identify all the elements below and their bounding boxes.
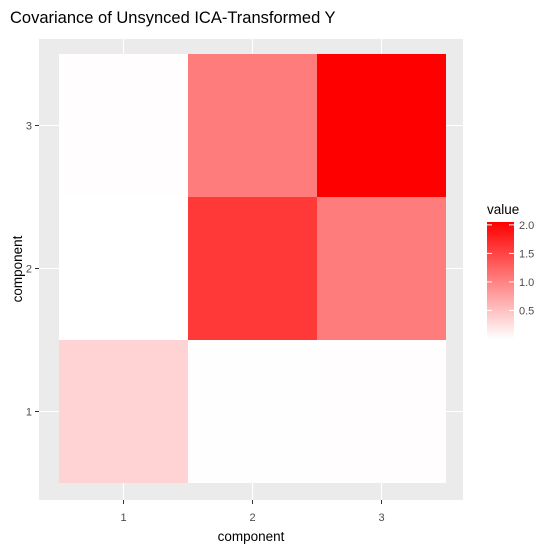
y-tick-label: 3 bbox=[26, 121, 32, 133]
heatmap-cell-3-3 bbox=[317, 54, 446, 197]
y-axis: 1 2 3 bbox=[26, 121, 39, 419]
legend-tick-label: 2.0 bbox=[519, 220, 534, 232]
legend-title: value bbox=[487, 202, 519, 217]
heatmap-cell-2-3 bbox=[188, 54, 317, 197]
heatmap-cells bbox=[59, 54, 446, 483]
chart-title: Covariance of Unsynced ICA-Transformed Y bbox=[10, 9, 336, 27]
legend: value 0.5 1.0 1.5 2.0 bbox=[487, 202, 534, 339]
legend-tick-label: 0.5 bbox=[519, 305, 534, 317]
y-axis-title: component bbox=[10, 235, 25, 302]
legend-tick-label: 1.5 bbox=[519, 248, 534, 260]
heatmap-cell-3-2 bbox=[317, 197, 446, 340]
x-tick-label: 1 bbox=[120, 512, 126, 524]
y-tick-label: 1 bbox=[26, 407, 32, 419]
y-tick-label: 2 bbox=[26, 264, 32, 276]
x-axis: 1 2 3 bbox=[120, 500, 385, 524]
legend-tick-label: 1.0 bbox=[519, 277, 534, 289]
heatmap-cell-1-1 bbox=[59, 340, 188, 483]
heatmap-cell-1-2 bbox=[59, 197, 188, 340]
heatmap-cell-2-2 bbox=[188, 197, 317, 340]
heatmap-cell-1-3 bbox=[59, 54, 188, 197]
legend-colorbar bbox=[487, 222, 514, 339]
x-tick-label: 3 bbox=[378, 512, 384, 524]
x-axis-title: component bbox=[218, 529, 285, 544]
heatmap-cell-2-1 bbox=[188, 340, 317, 483]
heatmap-cell-3-1 bbox=[317, 340, 446, 483]
x-tick-label: 2 bbox=[249, 512, 255, 524]
